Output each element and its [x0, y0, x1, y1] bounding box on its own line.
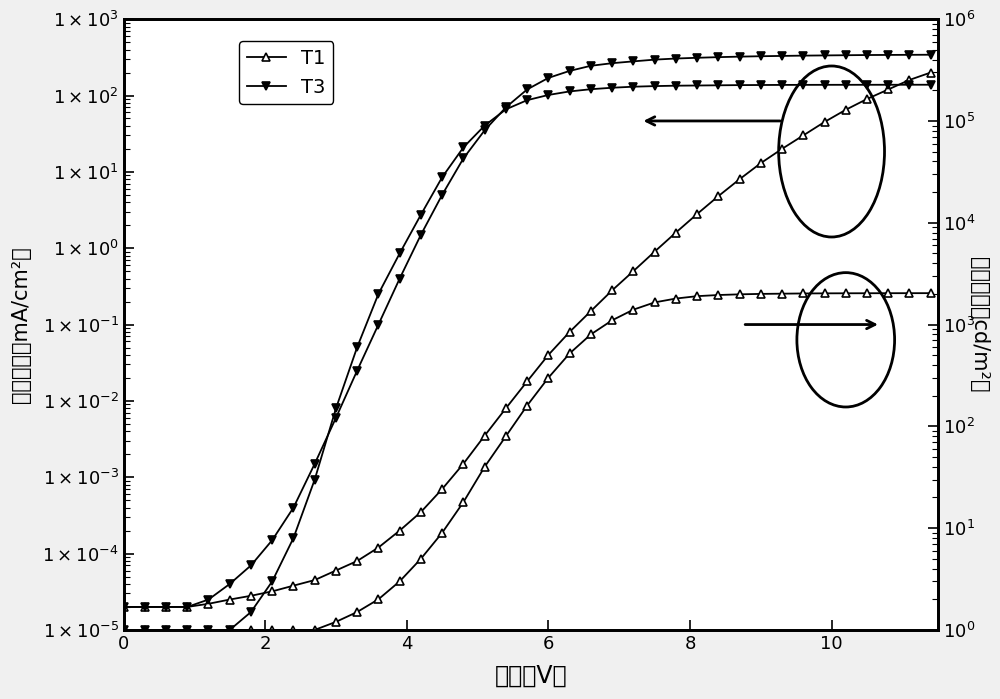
T1: [903, 75, 915, 84]
T1: [266, 587, 278, 596]
T3: [224, 579, 236, 588]
T1: [797, 131, 809, 140]
T1: [394, 526, 406, 535]
T1: [606, 286, 618, 294]
T3: [564, 66, 576, 75]
T1: [202, 600, 214, 608]
T3: [542, 73, 554, 82]
Line: T3: T3: [120, 51, 935, 611]
T1: [479, 431, 491, 440]
T3: [755, 52, 767, 60]
T1: [457, 459, 469, 468]
T3: [521, 85, 533, 94]
T3: [925, 50, 937, 59]
T1: [521, 377, 533, 386]
T3: [797, 52, 809, 60]
T1: [245, 591, 257, 600]
X-axis label: 电压（V）: 电压（V）: [494, 664, 567, 688]
Line: T1: T1: [120, 69, 935, 611]
T3: [819, 51, 831, 59]
T3: [457, 154, 469, 163]
T3: [181, 603, 193, 611]
T3: [606, 59, 618, 67]
T3: [245, 561, 257, 570]
T3: [500, 103, 512, 112]
T3: [882, 51, 894, 59]
T3: [160, 603, 172, 611]
T3: [479, 126, 491, 134]
T1: [819, 118, 831, 127]
T1: [181, 603, 193, 611]
T1: [627, 267, 639, 275]
T3: [372, 320, 384, 329]
T1: [139, 603, 151, 611]
T1: [925, 69, 937, 77]
T1: [500, 404, 512, 412]
T3: [415, 231, 427, 239]
T3: [266, 536, 278, 545]
T1: [309, 576, 321, 584]
Y-axis label: 发光亮度（cd/m²）: 发光亮度（cd/m²）: [969, 257, 989, 392]
T3: [670, 55, 682, 63]
T1: [564, 328, 576, 336]
T3: [351, 366, 363, 375]
T1: [118, 603, 130, 611]
T1: [776, 145, 788, 153]
T1: [287, 582, 299, 590]
T1: [160, 603, 172, 611]
Y-axis label: 电流密度（mA/cm²）: 电流密度（mA/cm²）: [11, 246, 31, 403]
T1: [415, 508, 427, 517]
T1: [224, 596, 236, 604]
T1: [372, 543, 384, 552]
T1: [670, 229, 682, 237]
T1: [542, 351, 554, 359]
T3: [840, 51, 852, 59]
T1: [649, 247, 661, 256]
T3: [585, 62, 597, 70]
T3: [691, 54, 703, 62]
T3: [734, 52, 746, 61]
T3: [202, 596, 214, 604]
T1: [755, 159, 767, 167]
T1: [436, 485, 448, 493]
T3: [627, 57, 639, 66]
T1: [351, 557, 363, 565]
T3: [649, 55, 661, 64]
T3: [118, 603, 130, 611]
T1: [882, 85, 894, 94]
T3: [712, 53, 724, 62]
T3: [861, 51, 873, 59]
Legend: T1, T3: T1, T3: [239, 41, 333, 104]
T1: [712, 192, 724, 201]
T1: [585, 307, 597, 315]
T1: [691, 210, 703, 218]
T3: [394, 275, 406, 283]
T1: [330, 566, 342, 575]
T3: [309, 459, 321, 468]
T1: [840, 106, 852, 114]
T3: [903, 50, 915, 59]
T1: [861, 95, 873, 103]
T3: [330, 414, 342, 422]
T3: [139, 603, 151, 611]
T3: [287, 503, 299, 512]
T3: [436, 191, 448, 199]
T3: [776, 52, 788, 60]
T1: [734, 175, 746, 183]
